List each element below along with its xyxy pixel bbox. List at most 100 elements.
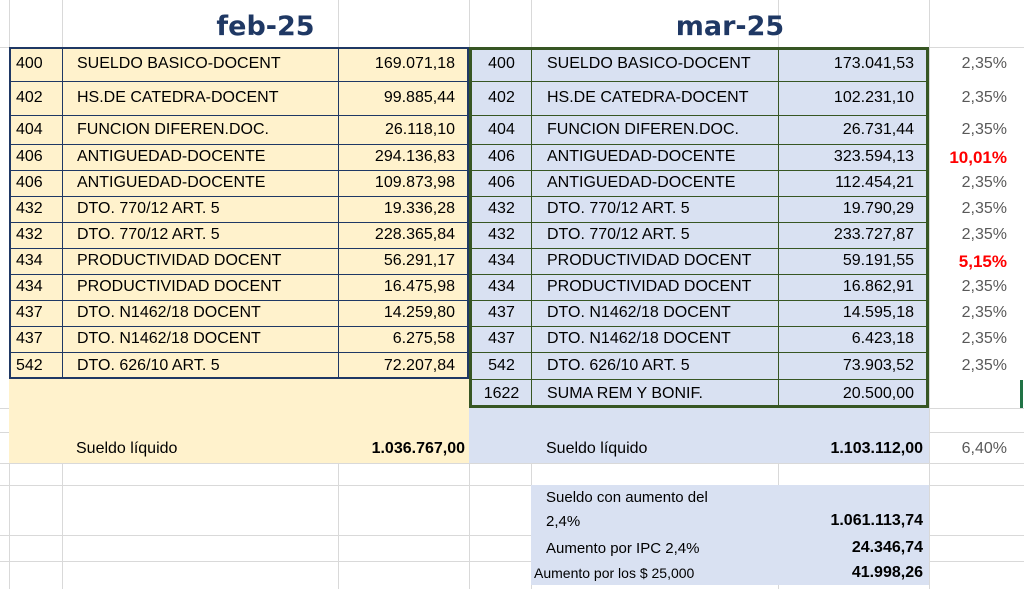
mar-concept-cell[interactable]: HS.DE CATEDRA-DOCENT	[547, 89, 749, 106]
mar-code-cell[interactable]: 437	[488, 304, 515, 321]
mar-pct-cell[interactable]: 2,35%	[961, 174, 1007, 191]
feb-concept-cell[interactable]: DTO. N1462/18 DOCENT	[77, 304, 261, 321]
feb-concept-cell[interactable]: DTO. N1462/18 DOCENT	[77, 330, 261, 347]
mar-pct-cell[interactable]: 2,35%	[961, 55, 1007, 72]
mar-pct-cell[interactable]	[929, 379, 1019, 408]
feb-code-cell[interactable]: 404	[16, 120, 43, 138]
mar-concept-cell[interactable]: DTO. 770/12 ART. 5	[547, 226, 690, 243]
feb-concept-cell[interactable]: DTO. 626/10 ART. 5	[77, 356, 220, 374]
ipc-amount[interactable]: 24.346,74	[851, 539, 923, 556]
mar-concept-cell[interactable]: ANTIGUEDAD-DOCENTE	[547, 148, 736, 165]
mar-concept-cell[interactable]: DTO. N1462/18 DOCENT	[547, 304, 731, 321]
mar-amount-cell[interactable]: 26.731,44	[842, 120, 914, 138]
feb-amount-cell[interactable]: 56.291,17	[383, 252, 455, 269]
mar-amount-cell[interactable]: 323.594,13	[833, 148, 914, 165]
feb-concept-cell[interactable]: FUNCION DIFEREN.DOC.	[77, 120, 269, 138]
mar-code-cell[interactable]: 434	[488, 252, 515, 269]
mar-amount-cell[interactable]: 73.903,52	[842, 356, 914, 374]
mar-pct-cell[interactable]: 2,35%	[961, 89, 1007, 106]
mar-amount-cell[interactable]: 20.500,00	[842, 384, 914, 402]
feb-code-cell[interactable]: 406	[16, 174, 43, 191]
increase-label-line2[interactable]: 2,4%	[546, 512, 581, 530]
increase-label-line1[interactable]: Sueldo con aumento del	[546, 488, 708, 506]
feb-code-cell[interactable]: 437	[16, 330, 43, 347]
mar-amount-cell[interactable]: 6.423,18	[851, 330, 914, 347]
mar-code-cell[interactable]: 1622	[483, 384, 520, 402]
feb-total-label[interactable]: Sueldo líquido	[76, 440, 178, 457]
mar-concept-cell[interactable]: PRODUCTIVIDAD DOCENT	[547, 278, 752, 295]
feb-concept-cell[interactable]: DTO. 770/12 ART. 5	[77, 200, 220, 217]
feb-concept-cell[interactable]: PRODUCTIVIDAD DOCENT	[77, 278, 282, 295]
feb-total-amount[interactable]: 1.036.767,00	[371, 440, 465, 457]
mar-pct-cell[interactable]: 2,35%	[961, 200, 1007, 217]
feb-amount-cell[interactable]: 169.071,18	[374, 55, 455, 72]
mar-concept-cell[interactable]: ANTIGUEDAD-DOCENTE	[547, 174, 736, 191]
mar-code-cell[interactable]: 406	[488, 174, 515, 191]
increase-amount[interactable]: 1.061.113,74	[830, 512, 923, 529]
feb-concept-cell[interactable]: SUELDO BASICO-DOCENT	[77, 55, 281, 72]
feb-concept-cell[interactable]: ANTIGUEDAD-DOCENTE	[77, 148, 266, 165]
feb-code-cell[interactable]: 437	[16, 304, 43, 321]
mar-concept-cell[interactable]: SUELDO BASICO-DOCENT	[547, 55, 751, 72]
mar-amount-cell[interactable]: 14.595,18	[842, 304, 914, 321]
mar-pct-cell[interactable]: 2,35%	[961, 120, 1007, 138]
feb-code-cell[interactable]: 542	[16, 356, 43, 374]
feb-amount-cell[interactable]: 109.873,98	[374, 174, 455, 191]
mar-pct-cell[interactable]: 2,35%	[961, 304, 1007, 321]
mar-amount-cell[interactable]: 59.191,55	[842, 252, 914, 269]
feb-amount-cell[interactable]: 6.275,58	[392, 330, 455, 347]
mar-amount-cell[interactable]: 112.454,21	[835, 174, 914, 191]
mar-amount-cell[interactable]: 19.790,29	[842, 200, 914, 217]
feb-code-cell[interactable]: 402	[16, 89, 43, 106]
ipc-label[interactable]: Aumento por IPC 2,4%	[546, 539, 700, 557]
mar-pct-cell[interactable]: 2,35%	[961, 330, 1007, 347]
feb-concept-cell[interactable]: DTO. 770/12 ART. 5	[77, 226, 220, 243]
mar-code-cell[interactable]: 402	[488, 89, 515, 106]
mar-code-cell[interactable]: 542	[488, 356, 515, 374]
feb-code-cell[interactable]: 406	[16, 148, 43, 165]
mar-pct-cell[interactable]: 2,35%	[961, 356, 1007, 374]
mar-amount-cell[interactable]: 102.231,10	[833, 89, 914, 106]
mar-code-cell[interactable]: 406	[488, 148, 515, 165]
feb-amount-cell[interactable]: 16.475,98	[383, 278, 455, 295]
mar-code-cell[interactable]: 404	[488, 120, 515, 138]
mar-pct-cell[interactable]: 2,35%	[961, 226, 1007, 243]
feb-amount-cell[interactable]: 19.336,28	[383, 200, 455, 217]
mar-pct-cell[interactable]: 2,35%	[961, 278, 1007, 295]
feb-header[interactable]: feb-25	[216, 10, 315, 42]
mar-amount-cell[interactable]: 173.041,53	[833, 55, 914, 72]
feb-concept-cell[interactable]: ANTIGUEDAD-DOCENTE	[77, 174, 266, 191]
fixed-increase-amount[interactable]: 41.998,26	[851, 564, 923, 581]
feb-code-cell[interactable]: 432	[16, 200, 43, 217]
feb-amount-cell[interactable]: 26.118,10	[385, 120, 455, 138]
mar-pct-cell[interactable]: 5,15%	[958, 251, 1007, 271]
mar-total-pct[interactable]: 6,40%	[961, 440, 1007, 457]
feb-amount-cell[interactable]: 14.259,80	[383, 304, 455, 321]
mar-concept-cell[interactable]: SUMA REM Y BONIF.	[547, 384, 703, 402]
feb-amount-cell[interactable]: 72.207,84	[383, 356, 455, 374]
feb-code-cell[interactable]: 434	[16, 252, 43, 269]
feb-code-cell[interactable]: 434	[16, 278, 43, 295]
mar-header[interactable]: mar-25	[675, 10, 785, 42]
feb-code-cell[interactable]: 400	[16, 55, 43, 72]
mar-code-cell[interactable]: 400	[488, 55, 515, 72]
feb-concept-cell[interactable]: PRODUCTIVIDAD DOCENT	[77, 252, 282, 269]
feb-amount-cell[interactable]: 294.136,83	[374, 148, 455, 165]
mar-concept-cell[interactable]: DTO. N1462/18 DOCENT	[547, 330, 731, 347]
mar-code-cell[interactable]: 432	[488, 226, 515, 243]
mar-total-label[interactable]: Sueldo líquido	[546, 440, 648, 457]
feb-amount-cell[interactable]: 228.365,84	[374, 226, 455, 243]
mar-pct-cell[interactable]: 10,01%	[949, 147, 1007, 167]
mar-code-cell[interactable]: 434	[488, 278, 515, 295]
feb-concept-cell[interactable]: HS.DE CATEDRA-DOCENT	[77, 89, 279, 106]
mar-amount-cell[interactable]: 16.862,91	[842, 278, 914, 295]
mar-concept-cell[interactable]: PRODUCTIVIDAD DOCENT	[547, 252, 752, 269]
mar-amount-cell[interactable]: 233.727,87	[833, 226, 914, 243]
mar-concept-cell[interactable]: DTO. 770/12 ART. 5	[547, 200, 690, 217]
feb-amount-cell[interactable]: 99.885,44	[383, 89, 455, 106]
feb-code-cell[interactable]: 432	[16, 226, 43, 243]
mar-concept-cell[interactable]: DTO. 626/10 ART. 5	[547, 356, 690, 374]
mar-code-cell[interactable]: 437	[488, 330, 515, 347]
mar-concept-cell[interactable]: FUNCION DIFEREN.DOC.	[547, 120, 739, 138]
mar-total-amount[interactable]: 1.103.112,00	[830, 440, 923, 457]
